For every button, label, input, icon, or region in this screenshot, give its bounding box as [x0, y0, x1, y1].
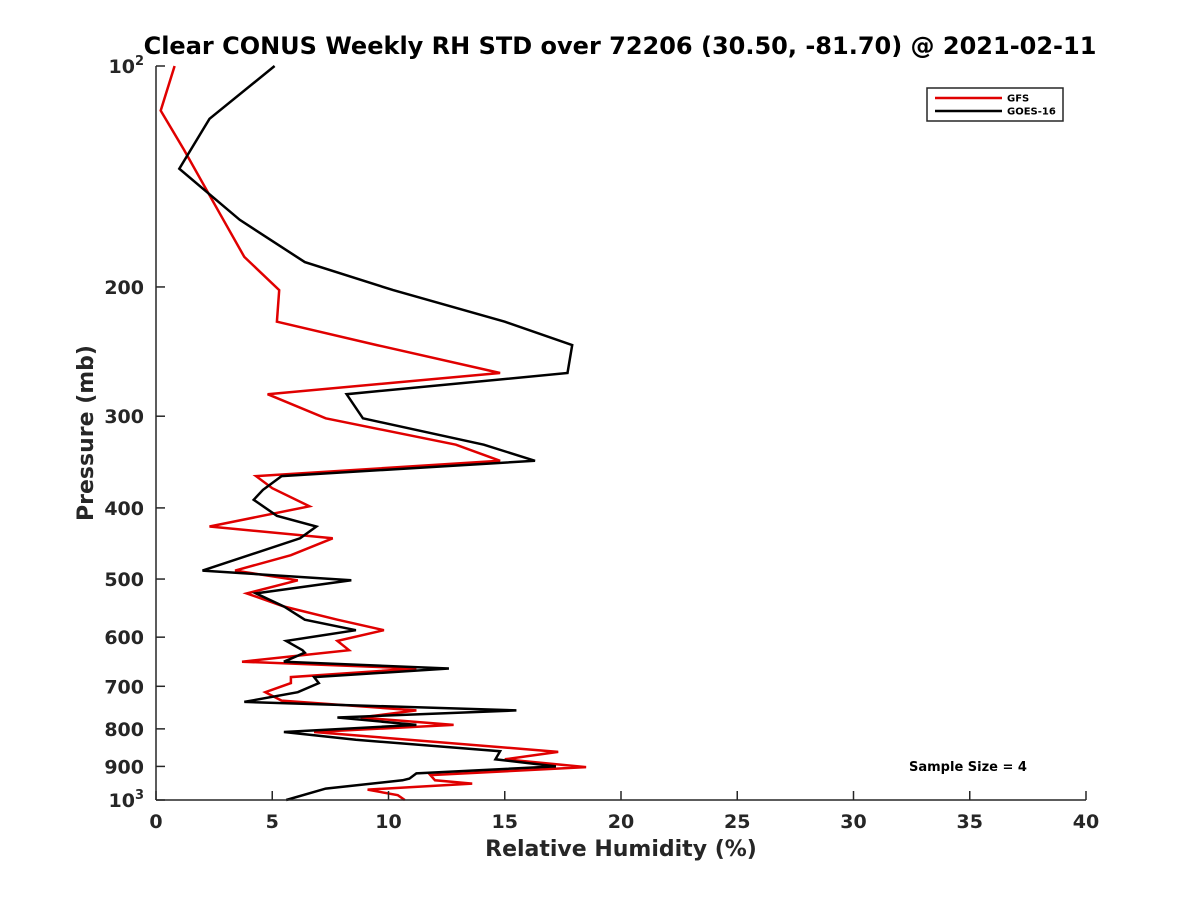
y-tick-label: 300 [104, 406, 144, 428]
legend-box [926, 87, 1064, 122]
x-tick-label: 40 [1073, 811, 1099, 833]
x-tick-label: 30 [840, 811, 866, 833]
sample-size-annotation: Sample Size = 4 [909, 760, 1027, 775]
series-layer [159, 65, 587, 802]
y-tick-label: 400 [104, 498, 144, 520]
legend: GFS GOES-16 [926, 87, 1064, 122]
y-tick-label: 700 [104, 676, 144, 698]
x-axis-label: Relative Humidity (%) [485, 837, 757, 862]
legend-label-goes16: GOES-16 [1007, 107, 1056, 118]
plot-area: 0 5 10 15 20 25 30 35 40 102 200 300 400 500 600 700 80… [104, 54, 1099, 833]
y-tick-label: 103 [109, 788, 145, 812]
y-tick-label: 600 [104, 627, 144, 649]
series-line-gfs [159, 65, 587, 802]
y-tick-label: 500 [104, 569, 144, 591]
legend-label-gfs: GFS [1007, 94, 1029, 105]
y-tick-label: 200 [104, 277, 144, 299]
x-tick-label: 0 [149, 811, 162, 833]
x-tick-label: 35 [957, 811, 983, 833]
x-tick-label: 10 [375, 811, 401, 833]
series-line-goes16 [177, 65, 574, 802]
y-axis-label: Pressure (mb) [74, 345, 99, 521]
x-axis-ticks: 0 5 10 15 20 25 30 35 40 [149, 791, 1099, 833]
chart-title: Clear CONUS Weekly RH STD over 72206 (30… [144, 32, 1097, 60]
x-tick-label: 20 [608, 811, 634, 833]
x-tick-label: 25 [724, 811, 750, 833]
x-tick-label: 15 [492, 811, 518, 833]
y-tick-label: 800 [104, 719, 144, 741]
y-axis-ticks: 102 200 300 400 500 600 700 800 900 103 [104, 54, 165, 812]
x-tick-label: 5 [266, 811, 279, 833]
y-tick-label: 102 [109, 54, 145, 78]
y-tick-label: 900 [104, 756, 144, 778]
